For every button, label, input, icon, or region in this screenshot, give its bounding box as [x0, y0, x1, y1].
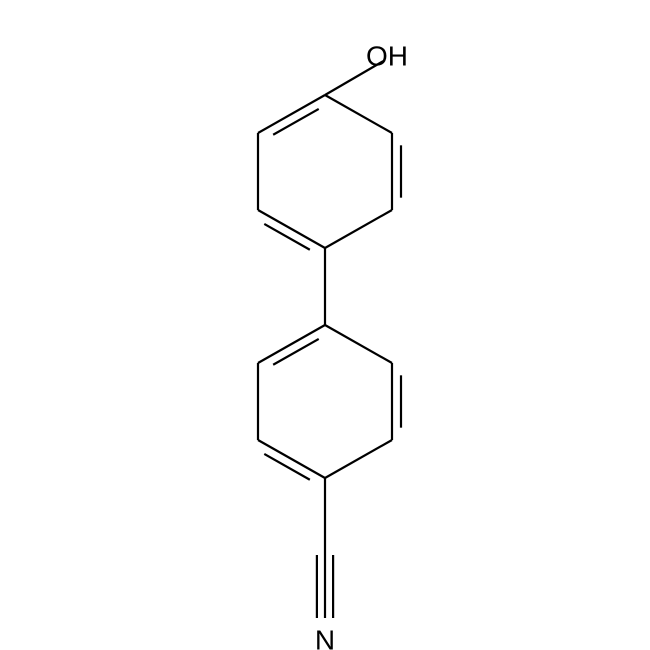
chemical-structure-diagram: OH N — [0, 0, 650, 650]
atom-label-oh: OH — [366, 40, 408, 71]
atom-label-n: N — [315, 624, 335, 650]
